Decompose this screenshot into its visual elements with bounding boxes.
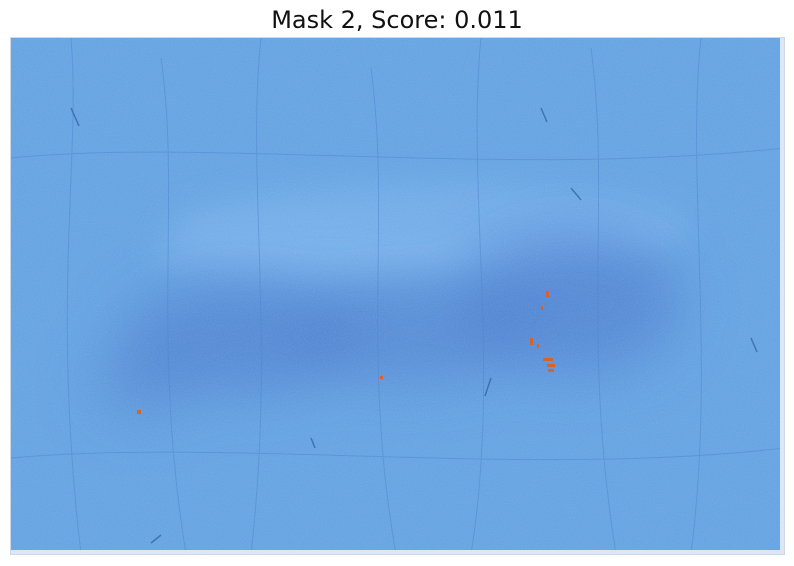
- edge-speckle: [11, 38, 784, 554]
- masked-image-canvas: [11, 38, 784, 554]
- figure-title: Mask 2, Score: 0.011: [271, 6, 523, 34]
- skin-creases: [11, 38, 784, 554]
- unmasked-spots: [137, 291, 555, 414]
- skin-grain: [11, 38, 784, 554]
- masked-image: [10, 37, 785, 555]
- hair-marks: [70, 107, 758, 544]
